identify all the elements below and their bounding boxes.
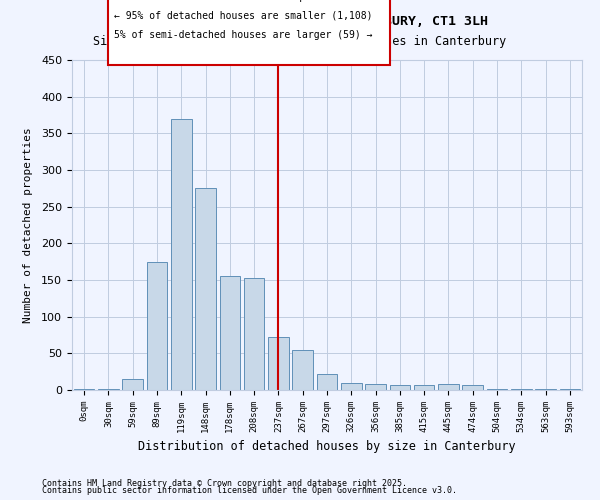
Bar <box>122 379 143 390</box>
Bar <box>389 385 410 390</box>
Bar <box>438 384 459 390</box>
X-axis label: Distribution of detached houses by size in Canterbury: Distribution of detached houses by size … <box>138 440 516 454</box>
Bar <box>74 388 94 390</box>
Bar <box>365 384 386 390</box>
Bar <box>195 188 216 390</box>
Text: 19A SOUTH CANTERBURY ROAD: 235sqm: 19A SOUTH CANTERBURY ROAD: 235sqm <box>114 0 308 2</box>
Bar <box>98 388 119 390</box>
Text: Size of property relative to detached houses in Canterbury: Size of property relative to detached ho… <box>94 35 506 48</box>
Bar <box>146 262 167 390</box>
Bar <box>341 382 362 390</box>
Text: ← 95% of detached houses are smaller (1,108): ← 95% of detached houses are smaller (1,… <box>114 10 373 20</box>
Text: 19A, SOUTH CANTERBURY ROAD, CANTERBURY, CT1 3LH: 19A, SOUTH CANTERBURY ROAD, CANTERBURY, … <box>112 15 488 28</box>
Text: Contains public sector information licensed under the Open Government Licence v3: Contains public sector information licen… <box>42 486 457 495</box>
Bar <box>171 118 191 390</box>
Text: 5% of semi-detached houses are larger (59) →: 5% of semi-detached houses are larger (5… <box>114 30 373 40</box>
Text: Contains HM Land Registry data © Crown copyright and database right 2025.: Contains HM Land Registry data © Crown c… <box>42 478 407 488</box>
Bar <box>317 374 337 390</box>
Bar <box>220 276 240 390</box>
Bar <box>244 278 265 390</box>
Bar <box>268 337 289 390</box>
Bar <box>414 385 434 390</box>
Bar <box>463 385 483 390</box>
Bar <box>292 350 313 390</box>
Y-axis label: Number of detached properties: Number of detached properties <box>23 127 33 323</box>
